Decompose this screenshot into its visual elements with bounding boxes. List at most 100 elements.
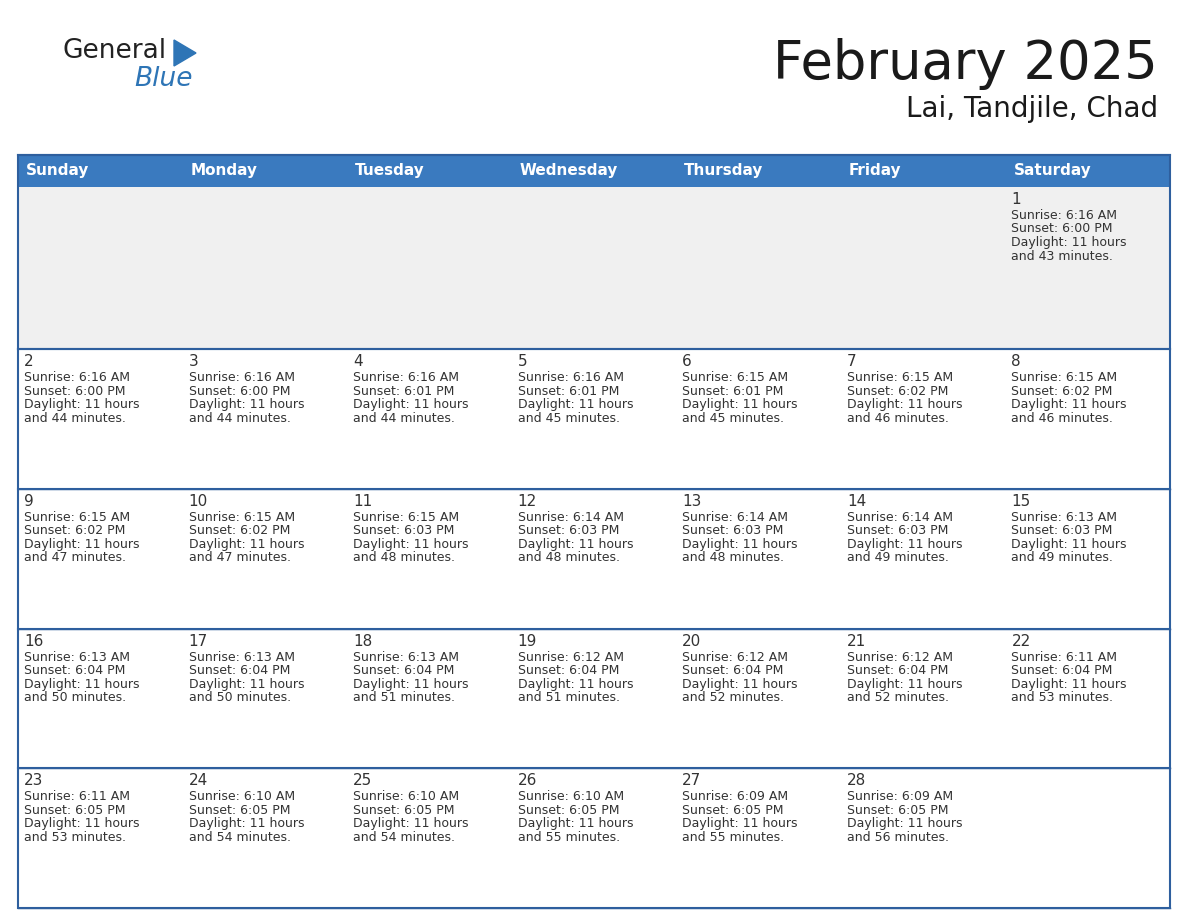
Bar (18, 155, 183, 187)
Bar (347, 155, 512, 187)
Bar (18, 489, 1170, 629)
Text: 13: 13 (682, 494, 702, 509)
Text: and 48 minutes.: and 48 minutes. (682, 552, 784, 565)
Text: Sunset: 6:01 PM: Sunset: 6:01 PM (682, 385, 784, 397)
Text: 19: 19 (518, 633, 537, 649)
Text: Daylight: 11 hours: Daylight: 11 hours (518, 677, 633, 690)
Text: 17: 17 (189, 633, 208, 649)
Text: Sunset: 6:03 PM: Sunset: 6:03 PM (353, 524, 455, 537)
Text: 25: 25 (353, 773, 372, 789)
Text: Sunrise: 6:13 AM: Sunrise: 6:13 AM (1011, 511, 1118, 524)
Text: Sunrise: 6:14 AM: Sunrise: 6:14 AM (518, 511, 624, 524)
Text: February 2025: February 2025 (773, 38, 1158, 90)
Text: Sunrise: 6:11 AM: Sunrise: 6:11 AM (1011, 651, 1118, 664)
Bar (18, 155, 1170, 908)
Text: 21: 21 (847, 633, 866, 649)
Text: Sunset: 6:04 PM: Sunset: 6:04 PM (24, 664, 126, 677)
Text: Daylight: 11 hours: Daylight: 11 hours (24, 398, 139, 411)
Text: and 48 minutes.: and 48 minutes. (518, 552, 620, 565)
Text: 7: 7 (847, 354, 857, 369)
Text: and 44 minutes.: and 44 minutes. (24, 412, 126, 425)
Text: Monday: Monday (190, 163, 258, 178)
Text: Lai, Tandjile, Chad: Lai, Tandjile, Chad (906, 95, 1158, 123)
Text: Daylight: 11 hours: Daylight: 11 hours (847, 398, 962, 411)
Text: Sunrise: 6:16 AM: Sunrise: 6:16 AM (518, 371, 624, 385)
Text: Sunset: 6:02 PM: Sunset: 6:02 PM (847, 385, 948, 397)
Text: Sunrise: 6:13 AM: Sunrise: 6:13 AM (353, 651, 459, 664)
Text: Sunset: 6:01 PM: Sunset: 6:01 PM (518, 385, 619, 397)
Text: Sunrise: 6:10 AM: Sunrise: 6:10 AM (518, 790, 624, 803)
Text: Daylight: 11 hours: Daylight: 11 hours (24, 817, 139, 830)
Text: Sunset: 6:02 PM: Sunset: 6:02 PM (24, 524, 126, 537)
Text: Daylight: 11 hours: Daylight: 11 hours (24, 677, 139, 690)
Text: Daylight: 11 hours: Daylight: 11 hours (682, 817, 798, 830)
Text: Daylight: 11 hours: Daylight: 11 hours (518, 817, 633, 830)
Text: 24: 24 (189, 773, 208, 789)
Text: Sunrise: 6:16 AM: Sunrise: 6:16 AM (189, 371, 295, 385)
Text: 20: 20 (682, 633, 702, 649)
Text: Daylight: 11 hours: Daylight: 11 hours (189, 677, 304, 690)
Text: and 51 minutes.: and 51 minutes. (518, 691, 620, 704)
Text: Sunset: 6:03 PM: Sunset: 6:03 PM (847, 524, 948, 537)
Text: 5: 5 (518, 354, 527, 369)
Text: Sunset: 6:04 PM: Sunset: 6:04 PM (518, 664, 619, 677)
Text: 26: 26 (518, 773, 537, 789)
Text: 6: 6 (682, 354, 693, 369)
Text: Daylight: 11 hours: Daylight: 11 hours (353, 398, 468, 411)
Text: Friday: Friday (849, 163, 902, 178)
Text: Thursday: Thursday (684, 163, 764, 178)
Text: Sunrise: 6:16 AM: Sunrise: 6:16 AM (353, 371, 459, 385)
Text: and 54 minutes.: and 54 minutes. (189, 831, 291, 844)
Text: and 50 minutes.: and 50 minutes. (24, 691, 126, 704)
Text: Daylight: 11 hours: Daylight: 11 hours (847, 538, 962, 551)
Polygon shape (173, 40, 196, 66)
Text: Sunrise: 6:15 AM: Sunrise: 6:15 AM (353, 511, 460, 524)
Text: Sunset: 6:04 PM: Sunset: 6:04 PM (353, 664, 455, 677)
Text: Sunrise: 6:14 AM: Sunrise: 6:14 AM (847, 511, 953, 524)
Text: Sunset: 6:04 PM: Sunset: 6:04 PM (1011, 664, 1113, 677)
Text: 8: 8 (1011, 354, 1020, 369)
Text: and 46 minutes.: and 46 minutes. (847, 412, 949, 425)
Text: Sunrise: 6:16 AM: Sunrise: 6:16 AM (24, 371, 129, 385)
Text: Sunrise: 6:15 AM: Sunrise: 6:15 AM (24, 511, 131, 524)
Bar (841, 155, 1005, 187)
Text: Tuesday: Tuesday (355, 163, 425, 178)
Text: and 44 minutes.: and 44 minutes. (189, 412, 290, 425)
Text: Sunset: 6:03 PM: Sunset: 6:03 PM (1011, 524, 1113, 537)
Bar (512, 155, 676, 187)
Text: 11: 11 (353, 494, 372, 509)
Text: Sunrise: 6:14 AM: Sunrise: 6:14 AM (682, 511, 789, 524)
Text: and 56 minutes.: and 56 minutes. (847, 831, 949, 844)
Text: Sunrise: 6:16 AM: Sunrise: 6:16 AM (1011, 209, 1118, 222)
Bar (18, 187, 1170, 349)
Text: Sunset: 6:00 PM: Sunset: 6:00 PM (189, 385, 290, 397)
Text: Sunrise: 6:13 AM: Sunrise: 6:13 AM (24, 651, 129, 664)
Bar (1005, 155, 1170, 187)
Text: and 47 minutes.: and 47 minutes. (24, 552, 126, 565)
Text: and 52 minutes.: and 52 minutes. (847, 691, 949, 704)
Text: Daylight: 11 hours: Daylight: 11 hours (682, 398, 798, 411)
Bar (676, 155, 841, 187)
Text: 28: 28 (847, 773, 866, 789)
Text: Sunset: 6:05 PM: Sunset: 6:05 PM (518, 804, 619, 817)
Text: 22: 22 (1011, 633, 1031, 649)
Text: General: General (62, 38, 166, 64)
Text: Sunset: 6:04 PM: Sunset: 6:04 PM (682, 664, 784, 677)
Text: Daylight: 11 hours: Daylight: 11 hours (353, 538, 468, 551)
Text: and 54 minutes.: and 54 minutes. (353, 831, 455, 844)
Bar (18, 349, 1170, 489)
Text: Sunset: 6:02 PM: Sunset: 6:02 PM (1011, 385, 1113, 397)
Text: and 49 minutes.: and 49 minutes. (1011, 552, 1113, 565)
Text: and 43 minutes.: and 43 minutes. (1011, 250, 1113, 263)
Text: Sunset: 6:03 PM: Sunset: 6:03 PM (682, 524, 784, 537)
Text: Sunset: 6:00 PM: Sunset: 6:00 PM (24, 385, 126, 397)
Text: Sunday: Sunday (26, 163, 89, 178)
Text: 16: 16 (24, 633, 44, 649)
Text: Sunrise: 6:12 AM: Sunrise: 6:12 AM (847, 651, 953, 664)
Text: 27: 27 (682, 773, 702, 789)
Text: Daylight: 11 hours: Daylight: 11 hours (1011, 398, 1127, 411)
Text: Sunset: 6:03 PM: Sunset: 6:03 PM (518, 524, 619, 537)
Text: 14: 14 (847, 494, 866, 509)
Text: and 55 minutes.: and 55 minutes. (682, 831, 784, 844)
Text: Sunset: 6:04 PM: Sunset: 6:04 PM (847, 664, 948, 677)
